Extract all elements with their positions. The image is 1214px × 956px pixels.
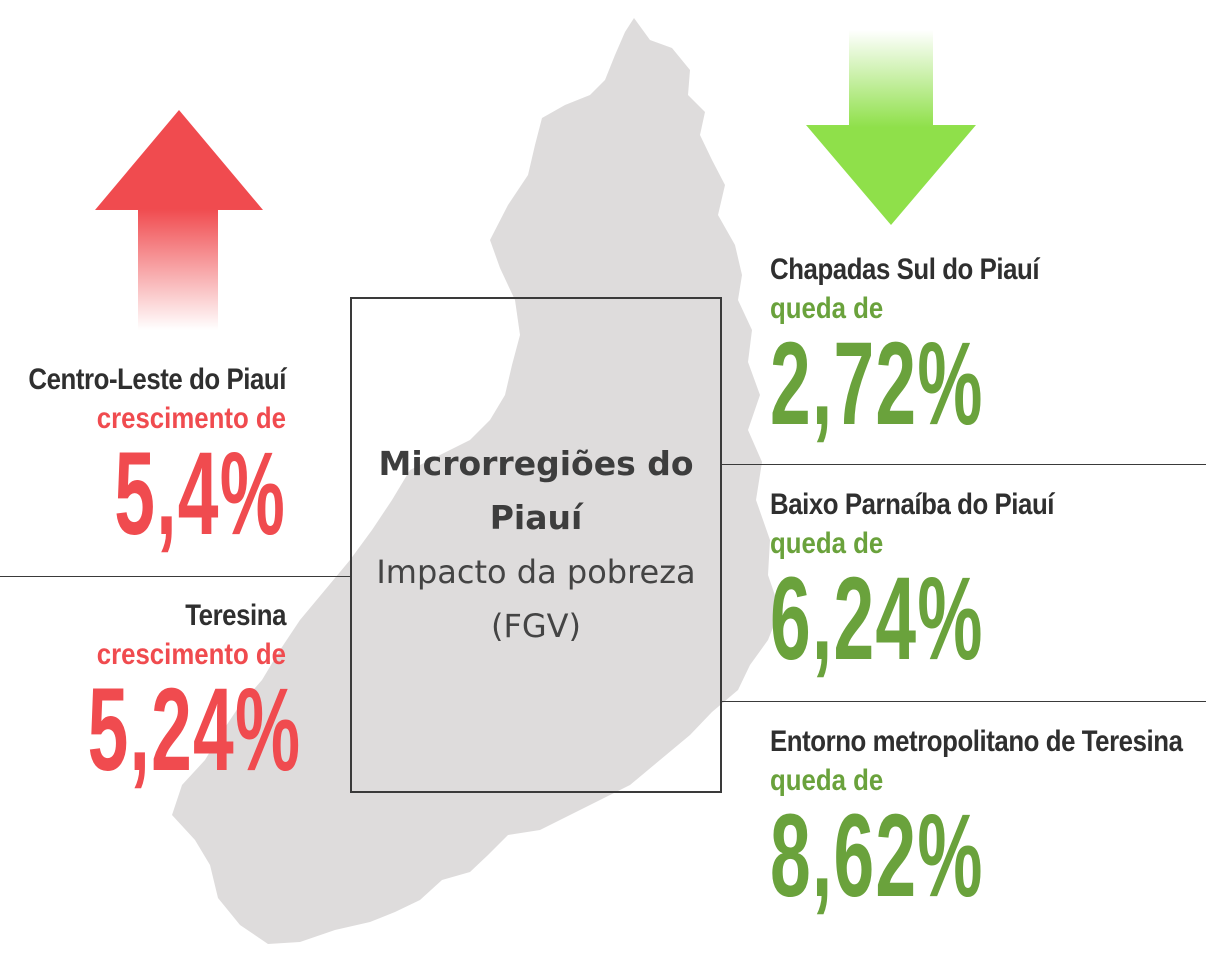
arrow-down-icon (806, 30, 976, 225)
change-label: crescimento de (96, 638, 286, 671)
decrease-item-baixo-parnaiba: Baixo Parnaíba do Piauí queda de 6,24% (770, 485, 1210, 685)
decrease-item-entorno-metropolitano: Entorno metropolitano de Teresina queda … (770, 722, 1210, 922)
region-name: Teresina (185, 599, 286, 632)
change-value: 2,72% (770, 318, 984, 450)
center-title: Microrregiões do Piauí (378, 444, 694, 537)
change-value: 5,4% (114, 428, 286, 560)
left-divider-line (0, 576, 352, 577)
change-value: 5,24% (87, 664, 302, 796)
region-name: Entorno metropolitano de Teresina (770, 725, 1183, 758)
change-label: queda de (770, 292, 884, 325)
right-divider-line-1 (722, 464, 1206, 465)
center-title-box: Microrregiões do Piauí Impacto da pobrez… (350, 297, 722, 793)
change-value: 6,24% (770, 553, 984, 685)
region-name: Chapadas Sul do Piauí (770, 253, 1040, 286)
change-label: crescimento de (96, 402, 286, 435)
increase-item-teresina: Teresina crescimento de 5,24% (0, 596, 302, 796)
change-label: queda de (770, 527, 884, 560)
center-subtitle: Impacto da pobreza (FGV) (376, 553, 696, 645)
arrow-up-icon (95, 110, 263, 330)
region-name: Centro-Leste do Piauí (28, 363, 286, 396)
change-value: 8,62% (770, 790, 984, 922)
region-name: Baixo Parnaíba do Piauí (770, 488, 1055, 521)
decrease-item-chapadas-sul: Chapadas Sul do Piauí queda de 2,72% (770, 250, 1210, 450)
change-label: queda de (770, 764, 884, 797)
right-divider-line-2 (722, 701, 1206, 702)
increase-item-centro-leste: Centro-Leste do Piauí crescimento de 5,4… (0, 360, 286, 560)
